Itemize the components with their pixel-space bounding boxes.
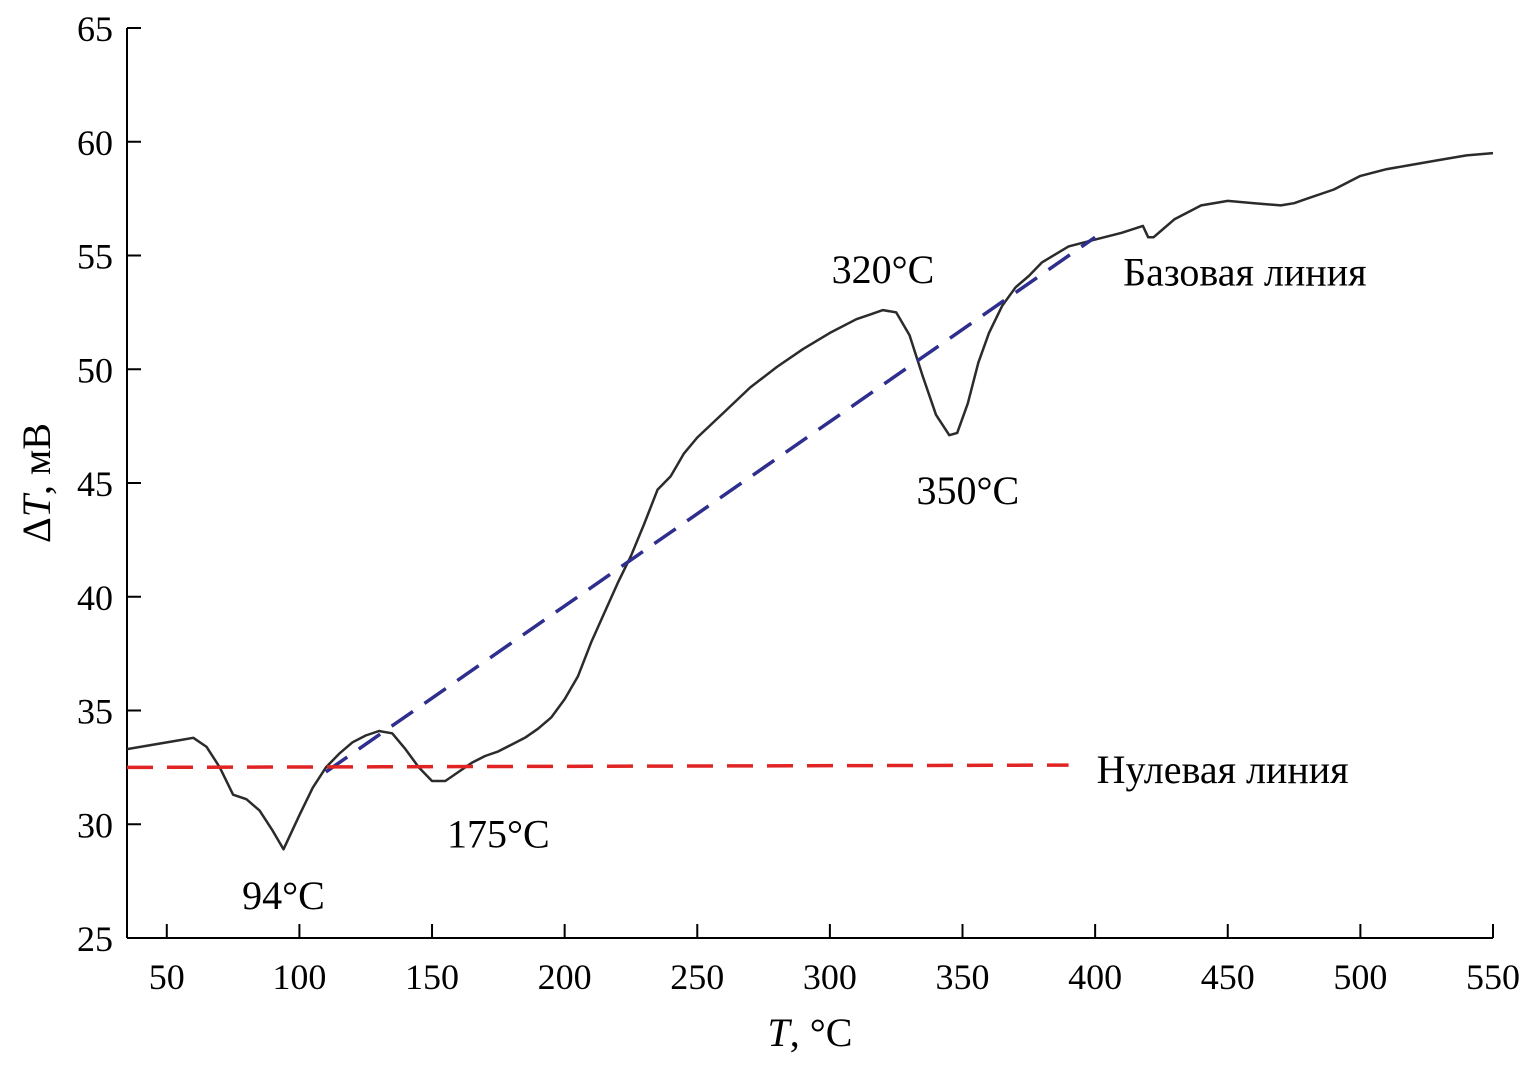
baseline-dashed-line bbox=[324, 235, 1097, 774]
x-tick-label: 400 bbox=[1068, 957, 1122, 997]
x-tick-label: 250 bbox=[670, 957, 724, 997]
zero-line-label: Нулевая линия bbox=[1097, 747, 1349, 792]
y-tick-label: 65 bbox=[77, 9, 113, 49]
x-tick-label: 450 bbox=[1201, 957, 1255, 997]
y-tick-label: 60 bbox=[77, 123, 113, 163]
y-tick-label: 45 bbox=[77, 464, 113, 504]
peak-label: 350°C bbox=[916, 468, 1019, 513]
x-tick-label: 150 bbox=[405, 957, 459, 997]
annotations: 94°C 175°C 320°C 350°C Базовая линия Нулевая … bbox=[242, 247, 1366, 918]
y-tick-label: 35 bbox=[77, 692, 113, 732]
y-axis-title-delta: Δ bbox=[14, 517, 59, 543]
x-tick-label: 550 bbox=[1466, 957, 1520, 997]
y-ticks: 25 30 35 40 45 50 55 60 65 bbox=[77, 9, 141, 959]
x-tick-label: 350 bbox=[936, 957, 990, 997]
y-axis-title-unit: , мВ bbox=[14, 423, 59, 495]
y-tick-label: 55 bbox=[77, 237, 113, 277]
x-axis-title: T, °C bbox=[768, 1010, 853, 1055]
x-axis-title-var: T bbox=[768, 1010, 793, 1055]
peak-label: 320°C bbox=[832, 247, 935, 292]
y-axis-title-var: T bbox=[14, 492, 59, 517]
x-tick-label: 300 bbox=[803, 957, 857, 997]
x-ticks: 50 100 150 200 250 300 350 400 450 500 550 bbox=[149, 924, 1520, 997]
y-tick-label: 25 bbox=[77, 919, 113, 959]
zero-dashed-line bbox=[126, 763, 1069, 770]
dta-curve bbox=[126, 151, 1494, 851]
x-tick-label: 100 bbox=[272, 957, 326, 997]
x-tick-label: 500 bbox=[1333, 957, 1387, 997]
y-tick-label: 50 bbox=[77, 350, 113, 390]
series-layer bbox=[126, 151, 1494, 851]
peak-label: 175°C bbox=[447, 811, 550, 856]
x-axis-title-unit: , °C bbox=[790, 1010, 853, 1055]
x-tick-label: 200 bbox=[538, 957, 592, 997]
y-tick-label: 30 bbox=[77, 805, 113, 845]
peak-label: 94°C bbox=[242, 873, 325, 918]
y-tick-label: 40 bbox=[77, 578, 113, 618]
baseline-label: Базовая линия bbox=[1123, 249, 1366, 294]
axes: 50 100 150 200 250 300 350 400 450 500 550 25 30 35 4… bbox=[77, 9, 1520, 997]
x-tick-label: 50 bbox=[149, 957, 185, 997]
y-axis-title: ΔT, мВ bbox=[14, 423, 59, 543]
